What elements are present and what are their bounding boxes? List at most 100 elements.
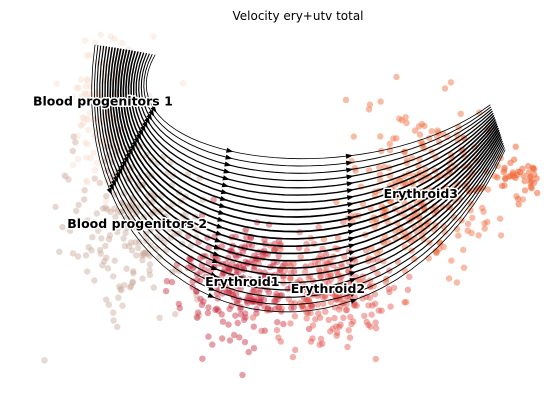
cell-point (101, 258, 108, 265)
cell-point (73, 84, 80, 92)
cell-point (287, 269, 295, 276)
cell-point (468, 229, 475, 237)
cell-point (123, 224, 130, 232)
cell-point (434, 127, 441, 134)
cell-point (80, 120, 87, 127)
cell-point (303, 315, 310, 322)
cell-point (253, 310, 260, 317)
cell-point (308, 302, 315, 309)
cell-point (120, 235, 127, 242)
cell-point (460, 264, 468, 271)
streamline-arrow (346, 195, 355, 201)
cell-point (133, 252, 140, 259)
cell-point (372, 300, 379, 307)
cell-point (90, 149, 97, 156)
cell-point (111, 205, 118, 212)
cell-point (205, 273, 213, 280)
cell-point (60, 172, 68, 179)
cell-point (521, 177, 528, 185)
cell-point (77, 76, 85, 83)
cell-point (350, 318, 357, 325)
streamline-arrow (125, 152, 131, 160)
streamline-arrow (224, 161, 232, 167)
cell-point (335, 294, 343, 301)
cell-point (404, 286, 412, 293)
cell-point (512, 143, 519, 150)
cell-point (82, 139, 89, 146)
cell-point (386, 140, 393, 147)
cell-point (205, 244, 212, 251)
cell-point (344, 296, 351, 303)
cell-point (421, 206, 428, 214)
cell-point (291, 300, 298, 307)
cell-point (402, 114, 409, 121)
cell-point (127, 239, 135, 246)
cell-point (138, 252, 146, 259)
cell-point (347, 313, 354, 321)
cell-point (163, 278, 171, 285)
cell-point (525, 169, 533, 176)
streamline-arrow (217, 216, 225, 222)
cell-point (375, 307, 382, 314)
cell-point (248, 242, 256, 249)
cell-point (418, 232, 425, 239)
cell-point (219, 318, 227, 325)
cell-point (351, 294, 358, 301)
cell-point (277, 338, 284, 345)
cell-point (121, 221, 128, 228)
cell-point (530, 165, 537, 172)
cell-point (425, 255, 432, 262)
cell-point (385, 285, 393, 293)
streamline-arrow (214, 237, 222, 243)
streamline-arrow (221, 182, 230, 188)
cell-point (406, 273, 413, 280)
cell-point (333, 332, 340, 339)
cell-point (398, 117, 406, 124)
cell-point (272, 245, 279, 253)
cell-point (175, 300, 182, 308)
streamline (143, 54, 492, 167)
cell-point (273, 326, 281, 334)
cell-point (272, 305, 279, 312)
cell-point (161, 239, 168, 247)
streamline-arrow (215, 230, 223, 236)
streamline-arrow (211, 258, 220, 264)
cell-point (350, 133, 357, 140)
cell-point (129, 279, 136, 286)
cell-point (432, 247, 440, 255)
cell-point (85, 90, 93, 97)
cell-point (99, 205, 107, 212)
cell-point (315, 310, 322, 317)
cell-point (494, 174, 501, 181)
cell-point (514, 195, 522, 202)
cell-point (235, 268, 242, 276)
streamline-arrow (142, 121, 148, 129)
cell-point (81, 187, 88, 194)
cell-point (70, 133, 77, 140)
cell-point (307, 289, 314, 296)
cell-point (95, 221, 102, 229)
streamline-arrow (146, 113, 153, 121)
cell-point (210, 196, 217, 203)
streamline (140, 53, 492, 174)
cell-point (234, 319, 241, 327)
cell-point (348, 320, 355, 328)
streamline-arrow (119, 164, 125, 172)
cluster-label: Erythroid1 (205, 274, 279, 289)
cell-point (437, 240, 444, 247)
cell-point (260, 273, 267, 281)
cell-point (264, 304, 272, 312)
cell-point (277, 245, 284, 253)
cell-point (237, 311, 245, 318)
streamline-arrow (347, 209, 355, 215)
cell-point (365, 321, 372, 329)
streamline-arrow (346, 181, 354, 187)
cell-point (316, 341, 323, 348)
cell-point (69, 161, 77, 169)
cell-point (285, 260, 292, 267)
cell-point (236, 334, 243, 341)
cell-point (373, 250, 381, 257)
cell-point (363, 318, 370, 326)
cell-point (140, 250, 147, 257)
cell-point (172, 266, 179, 273)
